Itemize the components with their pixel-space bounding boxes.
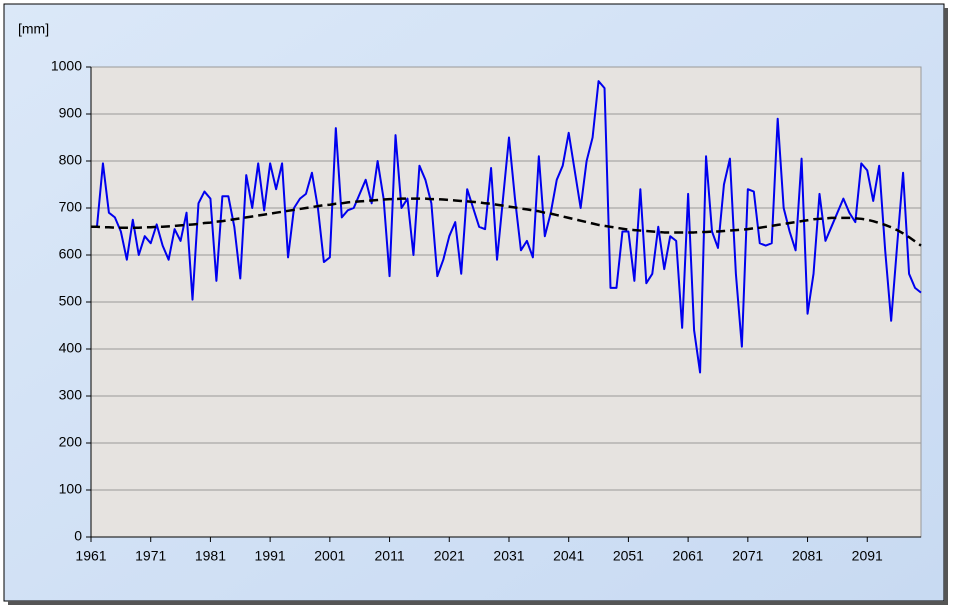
data-line [91,80,922,374]
y-tick-label: 100 [59,481,83,497]
x-tick-label: 2021 [434,548,465,564]
x-tick-label: 2001 [314,548,345,564]
x-tick-label: 2071 [732,548,763,564]
x-tick-label: 2051 [613,548,644,564]
x-tick-label: 2091 [852,548,883,564]
frame-shadow [944,8,948,605]
y-tick-label: 300 [59,387,83,403]
x-tick-label: 2041 [553,548,584,564]
x-tick-label: 2031 [493,548,524,564]
y-tick-label: 200 [59,434,83,450]
x-tick-label: 1971 [135,548,166,564]
y-tick-label: 600 [59,246,83,262]
frame-shadow [8,601,948,605]
y-axis-label: [mm] [18,21,49,37]
y-tick-label: 700 [59,199,83,215]
y-tick-label: 400 [59,340,83,356]
x-tick-label: 1991 [255,548,286,564]
y-tick-label: 800 [59,152,83,168]
x-tick-label: 1981 [195,548,226,564]
x-tick-label: 1961 [75,548,106,564]
x-tick-label: 2061 [673,548,704,564]
x-tick-label: 2081 [792,548,823,564]
y-tick-label: 500 [59,293,83,309]
y-tick-label: 0 [74,528,82,544]
y-tick-label: 900 [59,105,83,121]
y-tick-label: 1000 [51,58,82,74]
x-tick-label: 2011 [375,548,405,564]
